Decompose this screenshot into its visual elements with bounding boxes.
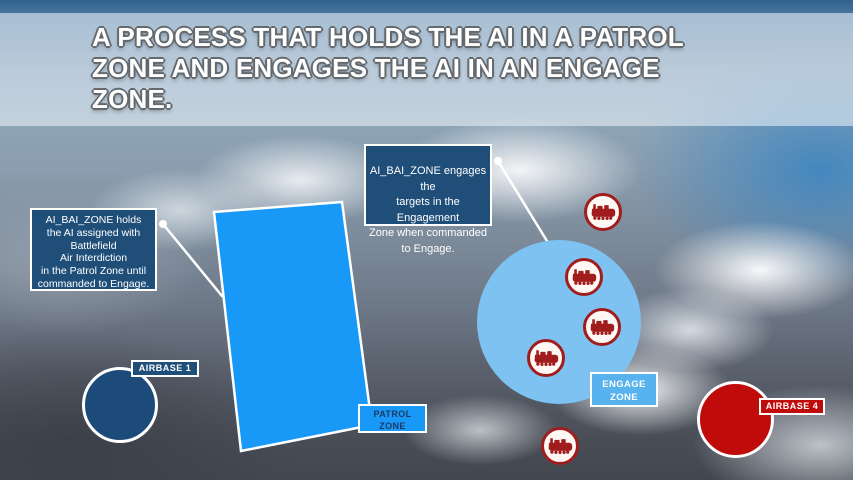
engage-zone-label: ENGAGE ZONE: [590, 372, 658, 407]
title-line-3: ZONE.: [92, 84, 173, 114]
slide-title: A PROCESS THAT HOLDS THE AI IN A PATROL …: [92, 22, 812, 115]
tank-icon: [541, 427, 579, 465]
tank-glyph: [547, 437, 573, 455]
callout-line-hold: [161, 222, 224, 298]
callout-box-hold: AI_BAI_ZONE holds the AI assigned with B…: [30, 208, 157, 291]
tank-glyph: [533, 349, 559, 367]
callout-box-engage: AI_BAI_ZONE engages the targets in the E…: [364, 144, 492, 255]
title-line-2: ZONE AND ENGAGES THE AI IN AN ENGAGE: [92, 53, 660, 83]
airbase-4-label: AIRBASE 4: [759, 398, 825, 415]
airbase-1-label: AIRBASE 1: [131, 360, 199, 377]
title-line-1: A PROCESS THAT HOLDS THE AI IN A PATROL: [92, 22, 684, 52]
airbase-1-circle: [82, 367, 158, 443]
tank-icon: [583, 308, 621, 346]
callout-line-engage-dot: [494, 157, 502, 165]
airbase-4-circle: [697, 381, 774, 458]
patrol-zone-shape: [212, 200, 374, 453]
tank-icon: [565, 258, 603, 296]
tank-glyph: [589, 318, 615, 336]
tank-glyph: [590, 203, 616, 221]
patrol-zone-label: PATROL ZONE: [358, 404, 427, 433]
tank-icon: [584, 193, 622, 231]
callout-line-hold-dot: [159, 220, 167, 228]
tank-glyph: [571, 268, 597, 286]
title-band: [0, 13, 853, 126]
tank-icon: [527, 339, 565, 377]
callout-line-engage: [496, 159, 549, 243]
